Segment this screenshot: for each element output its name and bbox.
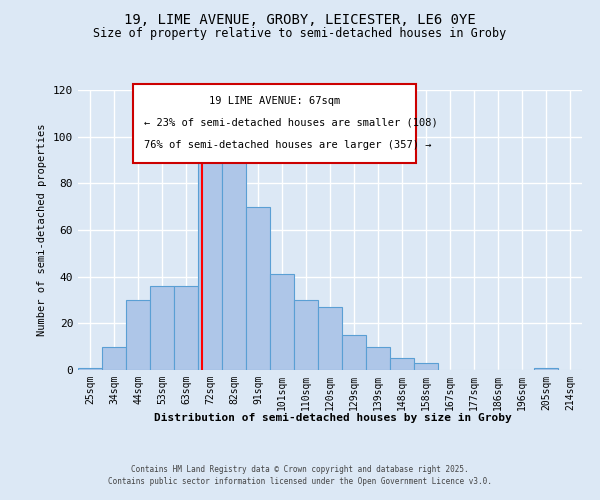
Text: Distribution of semi-detached houses by size in Groby: Distribution of semi-detached houses by …: [154, 412, 512, 422]
Bar: [318, 307, 342, 370]
Bar: [534, 368, 558, 370]
Bar: [222, 136, 246, 370]
Text: 76% of semi-detached houses are larger (357) →: 76% of semi-detached houses are larger (…: [143, 140, 431, 150]
Text: ← 23% of semi-detached houses are smaller (108): ← 23% of semi-detached houses are smalle…: [143, 118, 437, 128]
Bar: [102, 346, 126, 370]
Bar: [198, 153, 222, 370]
Bar: [78, 368, 102, 370]
Text: 19 LIME AVENUE: 67sqm: 19 LIME AVENUE: 67sqm: [209, 96, 340, 106]
Bar: [294, 300, 318, 370]
Bar: [126, 300, 150, 370]
Text: Contains public sector information licensed under the Open Government Licence v3: Contains public sector information licen…: [108, 478, 492, 486]
Bar: [246, 206, 270, 370]
Text: Contains HM Land Registry data © Crown copyright and database right 2025.: Contains HM Land Registry data © Crown c…: [131, 465, 469, 474]
Bar: [174, 286, 198, 370]
Y-axis label: Number of semi-detached properties: Number of semi-detached properties: [37, 124, 47, 336]
Bar: [414, 363, 438, 370]
Bar: [366, 346, 390, 370]
Text: Size of property relative to semi-detached houses in Groby: Size of property relative to semi-detach…: [94, 28, 506, 40]
Bar: [342, 335, 366, 370]
Text: 19, LIME AVENUE, GROBY, LEICESTER, LE6 0YE: 19, LIME AVENUE, GROBY, LEICESTER, LE6 0…: [124, 12, 476, 26]
Bar: [270, 274, 294, 370]
Bar: [390, 358, 414, 370]
FancyBboxPatch shape: [133, 84, 416, 163]
Bar: [150, 286, 174, 370]
